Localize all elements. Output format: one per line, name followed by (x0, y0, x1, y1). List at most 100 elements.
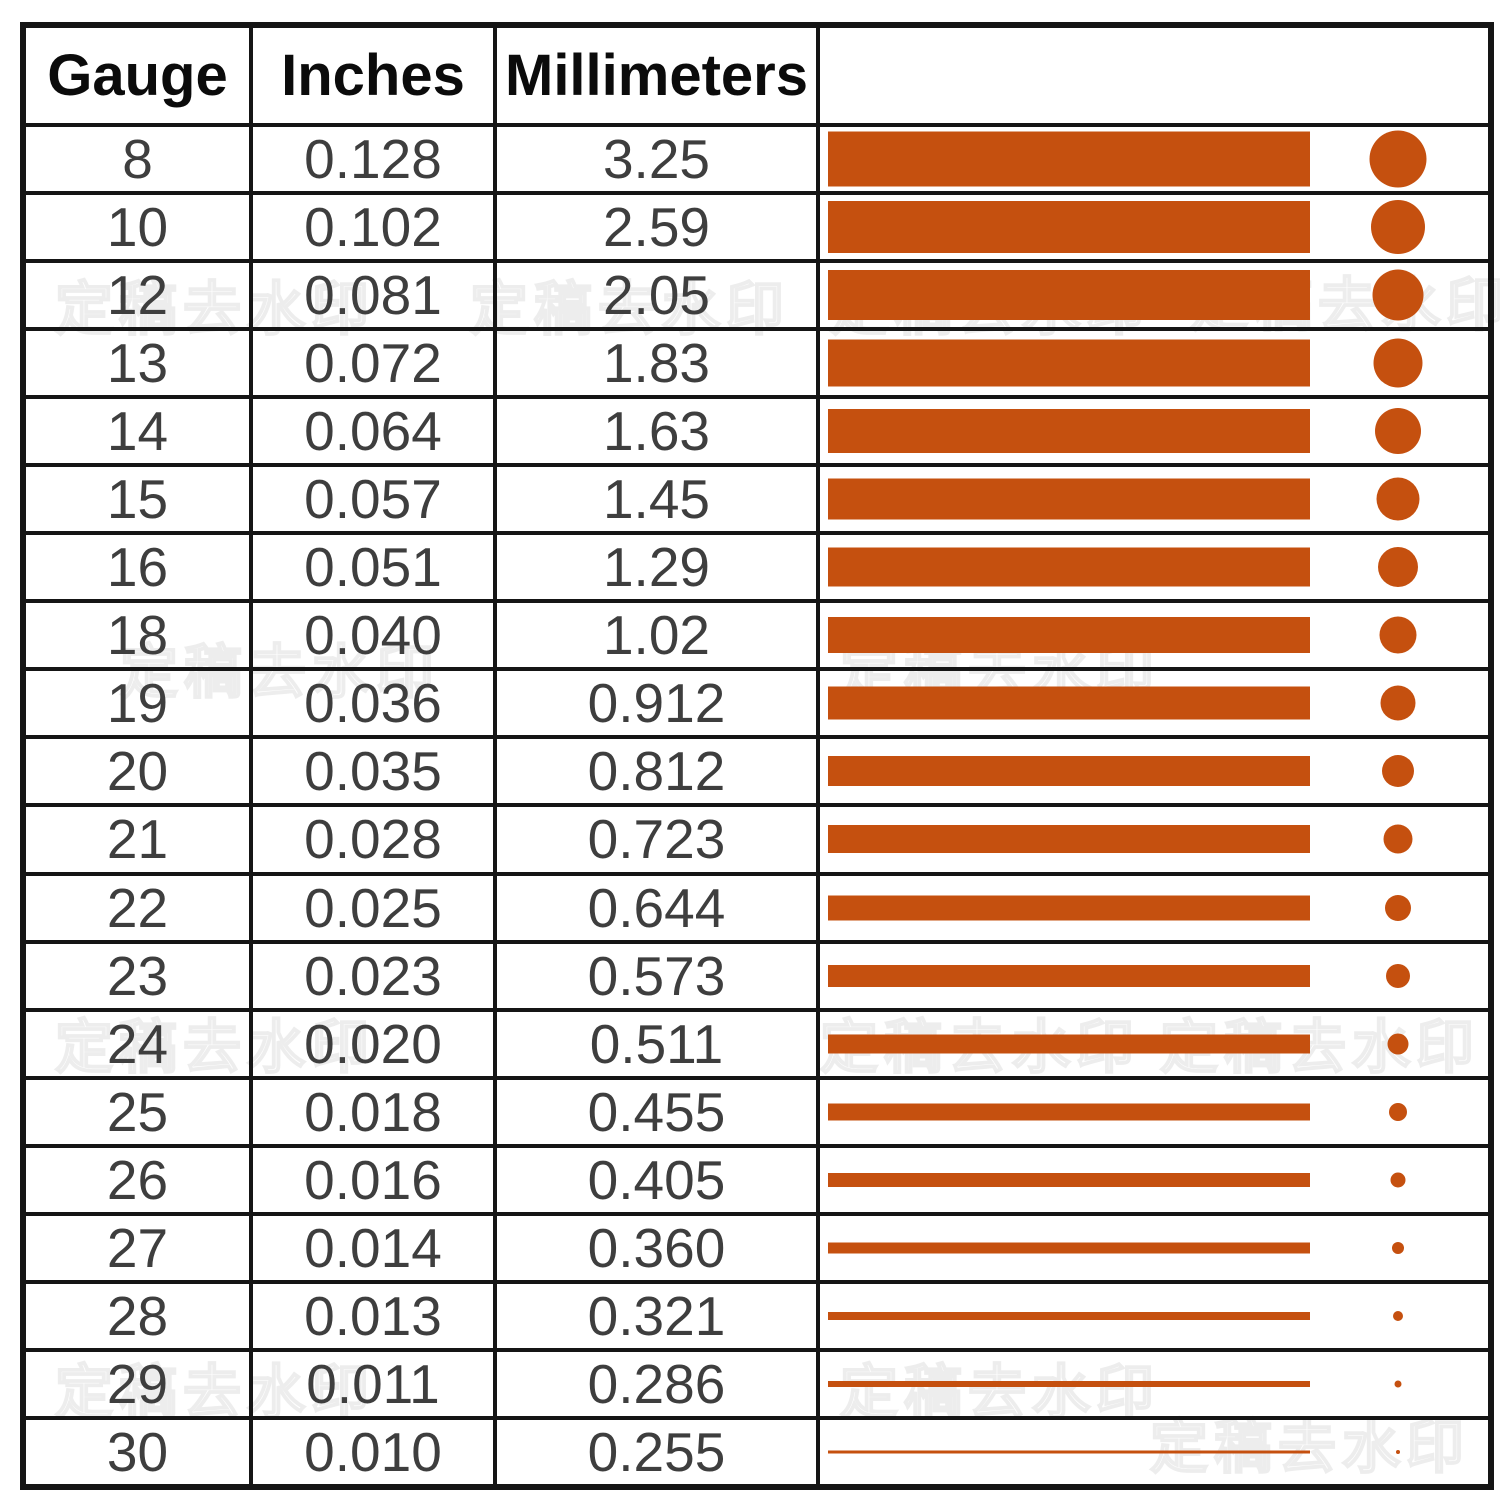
wire-thickness-bar (828, 409, 1310, 454)
inches-cell: 0.057 (249, 463, 497, 536)
wire-diameter-dot (1392, 1241, 1404, 1254)
wire-thickness-bar (828, 1450, 1310, 1454)
inches-cell: 0.013 (249, 1279, 497, 1352)
gauge-cell: 15 (21, 463, 253, 536)
inches-cell: 0.016 (249, 1143, 497, 1216)
table-row: 14 0.064 1.63 (21, 395, 1493, 468)
inches-cell: 0.102 (249, 191, 497, 264)
table-row: 22 0.025 0.644 (21, 871, 1493, 944)
wire-diameter-dot (1386, 963, 1410, 988)
wire-thickness-bar (828, 201, 1310, 254)
gauge-cell: 16 (21, 531, 253, 604)
wire-thickness-bar (828, 1103, 1310, 1121)
table-row: 18 0.040 1.02 (21, 599, 1493, 672)
wire-diameter-dot (1390, 1172, 1406, 1188)
wire-thickness-bar (828, 131, 1310, 187)
wire-visual-cell (816, 531, 1493, 604)
wire-thickness-bar (828, 1242, 1310, 1254)
wire-thickness-bar (828, 756, 1310, 787)
inches-cell: 0.036 (249, 667, 497, 740)
inches-cell: 0.014 (249, 1211, 497, 1284)
wire-visual-cell (816, 1075, 1493, 1148)
wire-diameter-dot (1369, 130, 1427, 188)
gauge-cell: 12 (21, 259, 253, 332)
gauge-cell: 30 (21, 1415, 253, 1490)
wire-diameter-dot (1383, 824, 1413, 854)
wire-thickness-bar (828, 895, 1310, 921)
wire-thickness-bar (828, 964, 1310, 987)
table-row: 10 0.102 2.59 (21, 191, 1493, 264)
wire-visual-cell (816, 327, 1493, 400)
gauge-cell: 20 (21, 735, 253, 808)
table-row: 19 0.036 0.912 (21, 667, 1493, 740)
mm-cell: 1.45 (493, 463, 820, 536)
wire-visual-cell (816, 871, 1493, 944)
inches-cell: 0.020 (249, 1007, 497, 1080)
wire-visual-cell (816, 463, 1493, 536)
wire-diameter-dot (1375, 408, 1421, 455)
wire-diameter-dot (1385, 894, 1411, 921)
mm-cell: 0.455 (493, 1075, 820, 1148)
table-row: 24 0.020 0.511 (21, 1007, 1493, 1080)
table-row: 21 0.028 0.723 (21, 803, 1493, 876)
column-header-visual (816, 23, 1493, 127)
wire-visual-cell (816, 1279, 1493, 1352)
gauge-cell: 27 (21, 1211, 253, 1284)
wire-visual-cell (816, 395, 1493, 468)
mm-cell: 0.912 (493, 667, 820, 740)
wire-diameter-dot (1376, 477, 1420, 521)
gauge-table: Gauge Inches Millimeters 8 0.128 3.25 10… (20, 22, 1494, 1490)
wire-thickness-bar (828, 1172, 1310, 1187)
mm-cell: 0.812 (493, 735, 820, 808)
wire-diameter-dot (1394, 1380, 1402, 1388)
wire-visual-cell (816, 122, 1493, 196)
gauge-cell: 18 (21, 599, 253, 672)
wire-diameter-dot (1371, 200, 1425, 255)
inches-cell: 0.051 (249, 531, 497, 604)
table-row: 23 0.023 0.573 (21, 939, 1493, 1012)
table-row: 29 0.011 0.286 (21, 1347, 1493, 1420)
inches-cell: 0.023 (249, 939, 497, 1012)
wire-thickness-bar (828, 339, 1310, 387)
wire-diameter-dot (1389, 1102, 1407, 1121)
wire-diameter-dot (1396, 1449, 1400, 1454)
inches-cell: 0.072 (249, 327, 497, 400)
mm-cell: 0.255 (493, 1415, 820, 1490)
wire-visual-cell (816, 259, 1493, 332)
mm-cell: 2.59 (493, 191, 820, 264)
mm-cell: 1.29 (493, 531, 820, 604)
gauge-cell: 21 (21, 803, 253, 876)
inches-cell: 0.081 (249, 259, 497, 332)
inches-cell: 0.128 (249, 122, 497, 196)
wire-diameter-dot (1379, 616, 1417, 654)
wire-thickness-bar (828, 270, 1310, 321)
gauge-cell: 28 (21, 1279, 253, 1352)
table-row: 28 0.013 0.321 (21, 1279, 1493, 1352)
wire-visual-cell (816, 599, 1493, 672)
wire-thickness-bar (828, 478, 1310, 520)
wire-visual-cell (816, 1143, 1493, 1216)
mm-cell: 1.83 (493, 327, 820, 400)
column-header-millimeters: Millimeters (493, 23, 820, 127)
table-row: 8 0.128 3.25 (21, 122, 1493, 196)
inches-cell: 0.035 (249, 735, 497, 808)
inches-cell: 0.025 (249, 871, 497, 944)
wire-thickness-bar (828, 686, 1310, 720)
table-row: 30 0.010 0.255 (21, 1415, 1493, 1490)
wire-diameter-dot (1378, 547, 1418, 588)
mm-cell: 0.360 (493, 1211, 820, 1284)
mm-cell: 0.321 (493, 1279, 820, 1352)
wire-diameter-dot (1380, 685, 1416, 721)
inches-cell: 0.028 (249, 803, 497, 876)
gauge-cell: 23 (21, 939, 253, 1012)
wire-thickness-bar (828, 825, 1310, 854)
table-row: 25 0.018 0.455 (21, 1075, 1493, 1148)
table-row: 16 0.051 1.29 (21, 531, 1493, 604)
table-row: 27 0.014 0.360 (21, 1211, 1493, 1284)
wire-thickness-bar (828, 1311, 1310, 1320)
table-wrap: Gauge Inches Millimeters 8 0.128 3.25 10… (20, 22, 1494, 1490)
column-header-gauge: Gauge (21, 23, 253, 127)
wire-visual-cell (816, 191, 1493, 264)
wire-thickness-bar (828, 1380, 1310, 1387)
